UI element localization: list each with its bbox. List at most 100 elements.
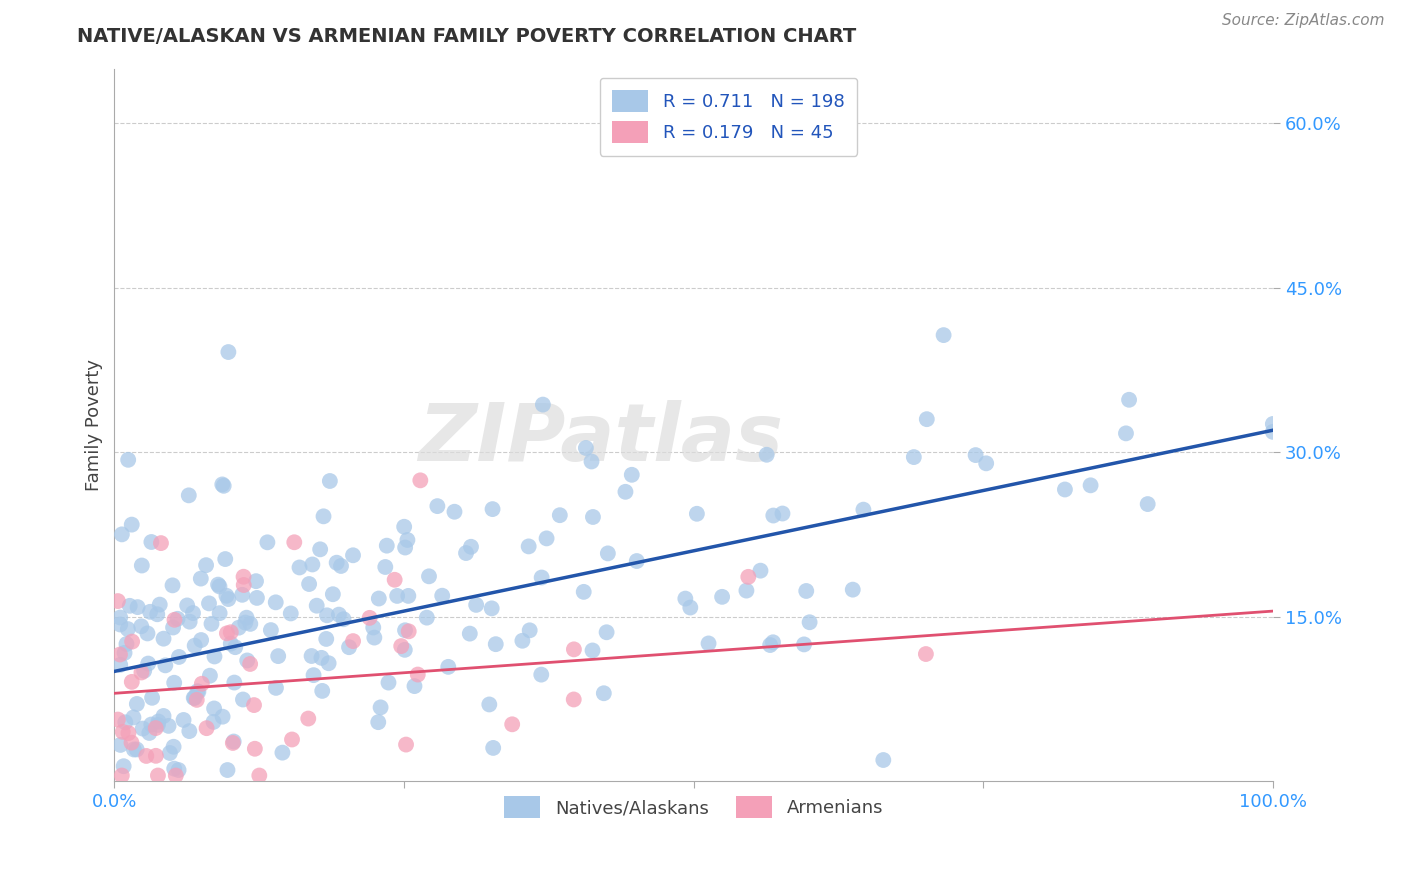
Point: [219, 625, 242, 640]
Point: [485, 637, 508, 651]
Y-axis label: Family Poverty: Family Poverty: [86, 359, 103, 491]
Point: [965, 448, 987, 462]
Point: [219, 637, 242, 651]
Point: [596, 546, 619, 560]
Point: [246, 591, 269, 605]
Point: [852, 502, 875, 516]
Point: [159, 746, 181, 760]
Point: [110, 738, 132, 752]
Point: [222, 736, 245, 750]
Point: [370, 700, 392, 714]
Point: [108, 648, 131, 662]
Point: [200, 616, 222, 631]
Point: [842, 582, 865, 597]
Point: [125, 742, 148, 756]
Point: [264, 681, 287, 695]
Point: [108, 657, 131, 672]
Point: [301, 648, 323, 663]
Point: [141, 717, 163, 731]
Point: [283, 535, 305, 549]
Point: [679, 600, 702, 615]
Point: [1053, 483, 1076, 497]
Point: [232, 692, 254, 706]
Point: [186, 693, 208, 707]
Point: [315, 632, 337, 646]
Point: [139, 605, 162, 619]
Point: [581, 454, 603, 468]
Point: [111, 527, 134, 541]
Point: [915, 412, 938, 426]
Point: [111, 768, 134, 782]
Point: [138, 726, 160, 740]
Point: [195, 558, 218, 573]
Point: [233, 615, 256, 630]
Point: [211, 477, 233, 491]
Point: [932, 328, 955, 343]
Point: [121, 634, 143, 648]
Point: [394, 643, 416, 657]
Point: [872, 753, 894, 767]
Point: [183, 639, 205, 653]
Point: [271, 746, 294, 760]
Point: [735, 583, 758, 598]
Point: [232, 570, 254, 584]
Point: [396, 533, 419, 547]
Point: [232, 578, 254, 592]
Point: [385, 589, 408, 603]
Point: [163, 675, 186, 690]
Point: [118, 599, 141, 613]
Point: [361, 620, 384, 634]
Point: [437, 660, 460, 674]
Point: [319, 474, 342, 488]
Point: [207, 577, 229, 591]
Point: [149, 536, 172, 550]
Point: [247, 768, 270, 782]
Point: [115, 637, 138, 651]
Point: [267, 649, 290, 664]
Point: [582, 510, 605, 524]
Point: [208, 579, 231, 593]
Point: [374, 560, 396, 574]
Point: [111, 724, 134, 739]
Point: [443, 505, 465, 519]
Point: [112, 759, 135, 773]
Point: [108, 610, 131, 624]
Point: [187, 684, 209, 698]
Point: [375, 539, 398, 553]
Text: ZIPatlas: ZIPatlas: [419, 400, 783, 478]
Point: [460, 540, 482, 554]
Point: [204, 649, 226, 664]
Point: [416, 610, 439, 624]
Point: [548, 508, 571, 523]
Point: [312, 509, 335, 524]
Point: [562, 642, 585, 657]
Point: [107, 713, 129, 727]
Point: [280, 607, 302, 621]
Point: [406, 667, 429, 681]
Point: [191, 677, 214, 691]
Point: [581, 643, 603, 657]
Point: [256, 535, 278, 549]
Point: [239, 657, 262, 671]
Point: [512, 633, 534, 648]
Point: [260, 623, 283, 637]
Point: [394, 624, 416, 638]
Point: [228, 621, 250, 635]
Point: [215, 626, 238, 640]
Point: [1080, 478, 1102, 492]
Point: [217, 592, 239, 607]
Point: [235, 610, 257, 624]
Point: [214, 552, 236, 566]
Point: [224, 640, 246, 655]
Point: [332, 612, 354, 626]
Point: [177, 488, 200, 502]
Point: [530, 570, 553, 584]
Point: [793, 637, 815, 651]
Point: [186, 684, 208, 698]
Point: [325, 556, 347, 570]
Point: [1115, 426, 1137, 441]
Point: [167, 763, 190, 777]
Point: [711, 590, 734, 604]
Point: [122, 742, 145, 756]
Point: [394, 541, 416, 555]
